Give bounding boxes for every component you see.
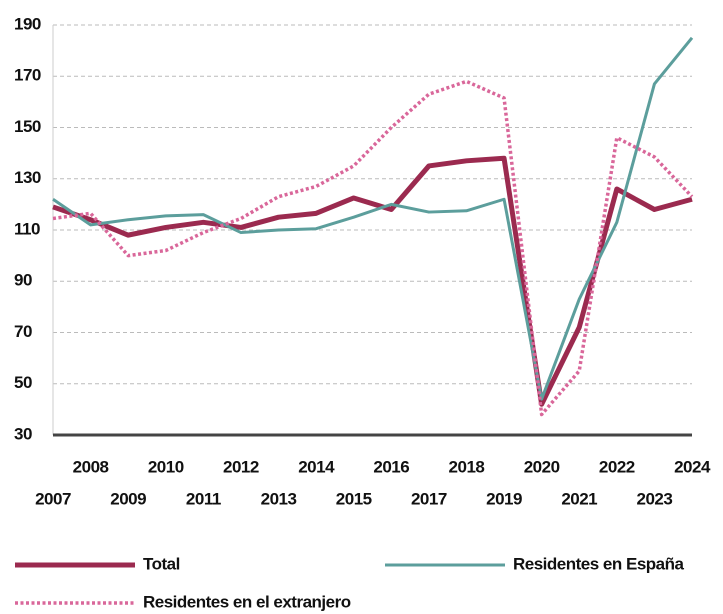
x-tick-label: 2010 [148, 457, 184, 476]
legend-label: Residentes en España [513, 554, 685, 573]
y-tick-label: 50 [14, 373, 32, 392]
y-tick-label: 110 [14, 219, 40, 238]
legend-label: Residentes en el extranjero [143, 592, 351, 611]
y-tick-label: 70 [14, 322, 32, 341]
x-tick-label: 2022 [599, 457, 635, 476]
x-tick-label: 2017 [411, 489, 447, 508]
x-tick-label: 2015 [336, 489, 372, 508]
x-tick-label: 2019 [486, 489, 522, 508]
y-tick-label: 90 [14, 271, 32, 290]
x-tick-label: 2012 [223, 457, 259, 476]
x-tick-label: 2023 [636, 489, 672, 508]
x-tick-label: 2007 [35, 489, 71, 508]
series-line [52, 155, 693, 407]
x-tick-label: 2018 [449, 457, 485, 476]
x-tick-label: 2016 [373, 457, 409, 476]
x-tick-label: 2011 [186, 489, 221, 508]
y-tick-label: 150 [14, 117, 41, 136]
x-tick-label: 2009 [110, 489, 146, 508]
y-tick-label: 130 [14, 168, 41, 187]
y-tick-label: 170 [14, 66, 41, 85]
legend-label: Total [143, 554, 180, 573]
y-tick-label: 30 [14, 424, 32, 443]
series-line [52, 79, 694, 417]
x-tick-label: 2014 [298, 457, 335, 476]
x-tick-label: 2020 [524, 457, 560, 476]
x-tick-label: 2021 [561, 489, 597, 508]
x-tick-label: 2013 [261, 489, 297, 508]
series-line [52, 36, 694, 401]
x-tick-label: 2008 [73, 457, 109, 476]
y-tick-label: 190 [14, 14, 41, 33]
x-tick-label: 2024 [674, 457, 711, 476]
